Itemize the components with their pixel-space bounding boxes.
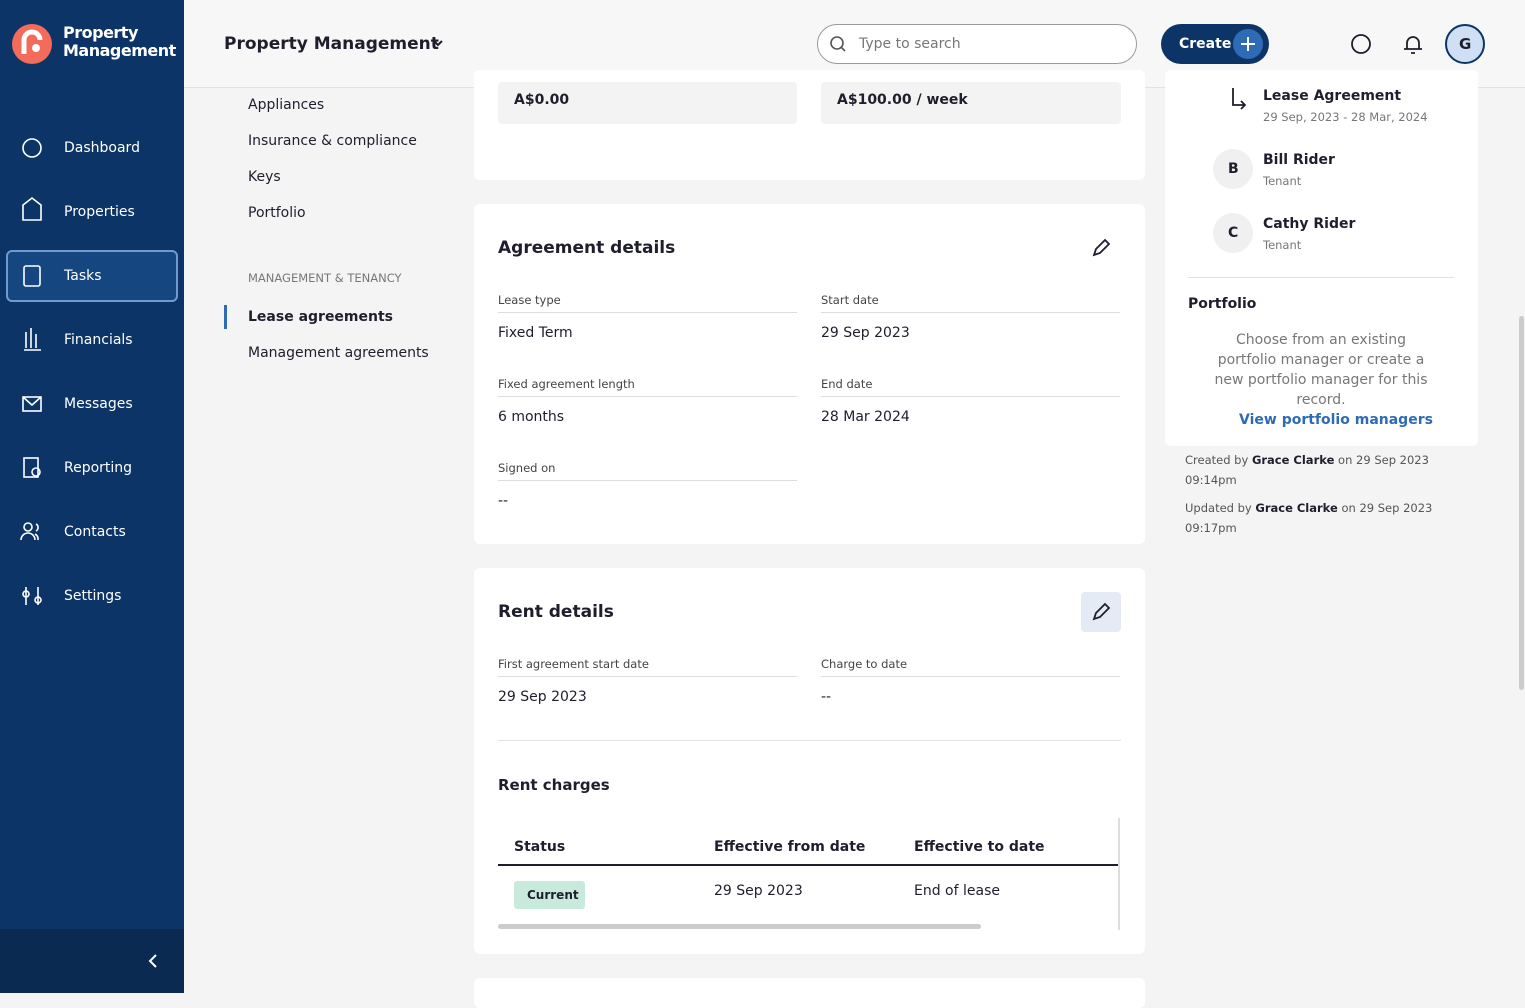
sidebar	[0, 0, 184, 993]
summary-value: A$0.00	[514, 92, 570, 108]
field-value: --	[498, 493, 509, 509]
field-value: 29 Sep 2023	[498, 689, 587, 705]
section-title: Agreement details	[498, 238, 676, 258]
table-cell: 29 Sep 2023	[714, 883, 803, 899]
contact-avatar: B	[1228, 161, 1239, 177]
avatar[interactable]: G	[1459, 35, 1472, 53]
table-edge	[1118, 818, 1120, 930]
summary-value: A$100.00 / week	[837, 92, 968, 108]
contact-name[interactable]: Bill Rider	[1263, 152, 1335, 168]
status-badge	[514, 881, 585, 909]
summary-box	[821, 82, 1121, 124]
summary-box	[498, 82, 797, 124]
lease-link[interactable]: Lease Agreement	[1263, 88, 1402, 104]
subnav-item[interactable]: Management agreements	[248, 345, 429, 361]
field-label: First agreement start date	[498, 657, 649, 671]
side-panel	[1165, 70, 1478, 446]
table-cell: End of lease	[914, 883, 1000, 899]
audit-action: Updated by	[1185, 501, 1252, 515]
field-value: 6 months	[498, 409, 565, 425]
nav-item[interactable]: Messages	[64, 396, 133, 412]
subnav-item[interactable]: Appliances	[248, 97, 325, 113]
nav-item[interactable]: Reporting	[64, 460, 133, 476]
column-header: Effective to date	[914, 839, 1045, 855]
field-rule	[498, 312, 797, 313]
active-nav	[6, 250, 178, 302]
field-label: Charge to date	[821, 657, 908, 671]
portfolio-title: Portfolio	[1188, 296, 1257, 312]
audit-when: on 29 Sep 2023 09:17pm	[1185, 501, 1433, 535]
divider	[1188, 277, 1454, 278]
divider	[498, 740, 1121, 741]
field-rule	[821, 676, 1120, 677]
audit-name[interactable]: Grace Clarke	[1255, 501, 1338, 515]
contact-avatar: C	[1228, 225, 1239, 241]
contact-role: Tenant	[1263, 174, 1302, 188]
audit-name[interactable]: Grace Clarke	[1251, 453, 1335, 467]
table-rule	[498, 864, 1120, 866]
lease-dates: 29 Sep, 2023 - 28 Mar, 2024	[1263, 110, 1428, 124]
field-rule	[498, 396, 797, 397]
audit-line: Updated by Grace Clarke on 29 Sep 2023 0…	[1185, 498, 1440, 538]
subnav-item[interactable]: Keys	[248, 169, 281, 185]
field-rule	[821, 396, 1120, 397]
portfolio-text: Choose from an existing portfolio manage…	[1214, 332, 1428, 408]
section-title: Rent details	[498, 602, 614, 622]
field-rule	[821, 312, 1120, 313]
nav-item[interactable]: Properties	[64, 204, 135, 220]
agreement-card	[474, 204, 1145, 544]
field-label: Signed on	[498, 461, 556, 475]
nav-item[interactable]: Financials	[64, 332, 133, 348]
audit-when: on 29 Sep 2023 09:14pm	[1185, 453, 1429, 487]
audit-action: Created by	[1185, 453, 1249, 467]
create-label[interactable]: Create	[1179, 36, 1232, 52]
field-value: 28 Mar 2024	[821, 409, 910, 425]
subnav-section: MANAGEMENT & TENANCY	[248, 271, 402, 285]
portfolio-link[interactable]: View portfolio managers	[1239, 412, 1433, 428]
field-label: Start date	[821, 293, 879, 307]
scrollbar[interactable]	[498, 924, 981, 929]
search-box[interactable]	[817, 24, 1137, 64]
nav-item[interactable]: Contacts	[64, 524, 126, 540]
nav-item[interactable]: Tasks	[64, 268, 102, 284]
field-rule	[498, 676, 797, 677]
sidebar-icons	[12, 24, 157, 968]
subnav-item[interactable]: Lease agreements	[248, 309, 394, 325]
field-value: Fixed Term	[498, 325, 573, 341]
column-header: Status	[514, 839, 566, 855]
rent-card	[474, 568, 1145, 954]
contact-name[interactable]: Cathy Rider	[1263, 216, 1356, 232]
field-label: Fixed agreement length	[498, 377, 635, 391]
subnav-item[interactable]: Insurance & compliance	[248, 133, 417, 149]
field-value: --	[821, 689, 832, 705]
edit-button[interactable]	[1081, 592, 1121, 632]
brand: Property Management	[63, 23, 176, 60]
field-label: Lease type	[498, 293, 561, 307]
nav-item[interactable]: Settings	[64, 588, 122, 604]
contact-role: Tenant	[1263, 238, 1302, 252]
search-input[interactable]: Type to search	[859, 36, 961, 52]
subnav-item[interactable]: Portfolio	[248, 205, 306, 221]
page-scrollbar[interactable]	[1519, 316, 1524, 690]
field-label: End date	[821, 377, 873, 391]
subsection-title: Rent charges	[498, 776, 610, 794]
collapse-bar[interactable]	[0, 929, 184, 993]
column-header: Effective from date	[714, 839, 866, 855]
page-title[interactable]: Property Management	[224, 34, 439, 54]
field-rule	[498, 480, 797, 481]
audit-line: Created by Grace Clarke on 29 Sep 2023 0…	[1185, 450, 1440, 490]
field-value: 29 Sep 2023	[821, 325, 910, 341]
nav-item[interactable]: Dashboard	[64, 140, 140, 156]
status-badge-text: Current	[527, 888, 579, 902]
